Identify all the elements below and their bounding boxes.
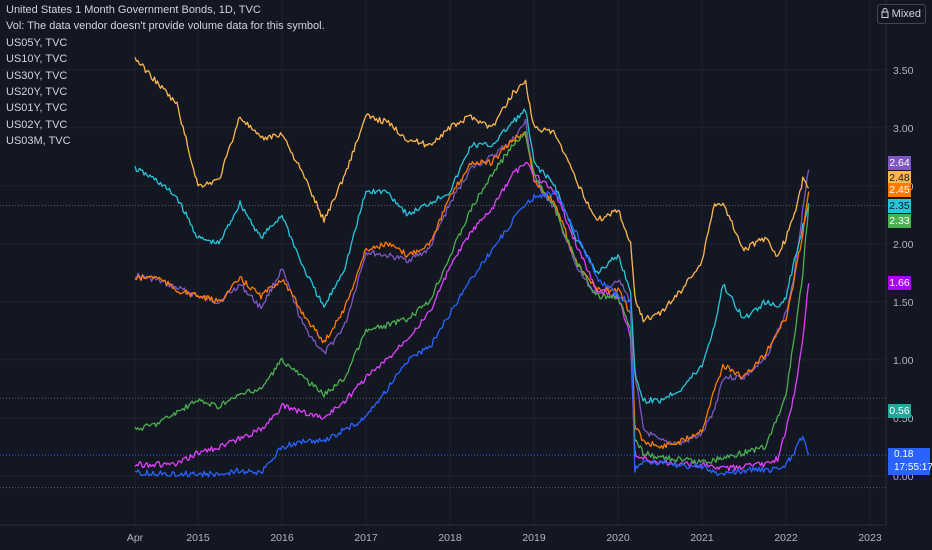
x-tick-label: 2017 bbox=[354, 532, 378, 544]
legend-item-us20y[interactable]: US20Y, TVC bbox=[6, 86, 68, 99]
x-tick-label: 2019 bbox=[522, 532, 546, 544]
legend-vol-note: Vol: The data vendor doesn't provide vol… bbox=[6, 20, 325, 33]
time-axis: Apr 2015 2016 2017 2018 2019 2020 2021 2022 2023 bbox=[127, 532, 882, 544]
x-tick-label: 2020 bbox=[606, 532, 630, 544]
legend-item-us01y[interactable]: US01Y, TVC bbox=[6, 102, 68, 115]
legend: United States 1 Month Government Bonds, … bbox=[6, 2, 325, 150]
reference-lines bbox=[0, 205, 886, 489]
price-tag: 2.45 bbox=[888, 183, 911, 198]
price-tag: 0.56 bbox=[888, 404, 911, 418]
bar-countdown: 17:55:17 bbox=[894, 462, 932, 474]
y-tick-label: 3.00 bbox=[893, 123, 914, 135]
price-tag: 1.66 bbox=[888, 276, 911, 291]
series-line bbox=[134, 131, 810, 450]
legend-item-us03m[interactable]: US03M, TVC bbox=[6, 135, 71, 148]
x-tick-label: 2022 bbox=[774, 532, 798, 544]
y-tick-label: 1.00 bbox=[893, 355, 914, 367]
x-tick-label: 2018 bbox=[438, 532, 462, 544]
x-tick-label: Apr bbox=[127, 532, 144, 544]
series-line bbox=[134, 161, 810, 472]
series-line bbox=[134, 130, 810, 465]
series-line bbox=[134, 118, 810, 446]
legend-item-us10y[interactable]: US10Y, TVC bbox=[6, 53, 68, 66]
x-tick-label: 2021 bbox=[690, 532, 714, 544]
price-tag: 2.33 bbox=[888, 213, 911, 228]
price-tag: 2.35 bbox=[888, 198, 911, 213]
y-tick-label: 1.50 bbox=[893, 297, 914, 309]
legend-item-us30y[interactable]: US30Y, TVC bbox=[6, 69, 68, 82]
price-axis: 0.000.501.001.502.002.503.003.50 bbox=[893, 65, 914, 483]
legend-title[interactable]: United States 1 Month Government Bonds, … bbox=[6, 4, 261, 16]
main-price-tag: 0.18 17:55:17 bbox=[888, 448, 932, 476]
series-lines bbox=[134, 57, 810, 478]
legend-item-us02y[interactable]: US02Y, TVC bbox=[6, 118, 68, 131]
price-tag: 2.64 bbox=[888, 155, 911, 170]
x-tick-label: 2016 bbox=[270, 532, 294, 544]
scale-mode-label: Mixed bbox=[891, 8, 921, 20]
y-tick-label: 3.50 bbox=[893, 65, 914, 77]
series-line bbox=[134, 108, 810, 404]
main-price-value: 0.18 bbox=[894, 449, 914, 461]
grid-lines bbox=[0, 0, 886, 525]
price-tag: 2.48 bbox=[888, 170, 911, 185]
series-line bbox=[134, 57, 810, 323]
legend-item-us05y[interactable]: US05Y, TVC bbox=[6, 36, 68, 49]
x-tick-label: 2015 bbox=[186, 532, 210, 544]
y-tick-label: 2.00 bbox=[893, 239, 914, 251]
lock-icon bbox=[881, 8, 889, 18]
x-tick-label: 2023 bbox=[858, 532, 882, 544]
series-line bbox=[134, 189, 810, 478]
scale-mode-button[interactable]: Mixed bbox=[876, 4, 926, 24]
